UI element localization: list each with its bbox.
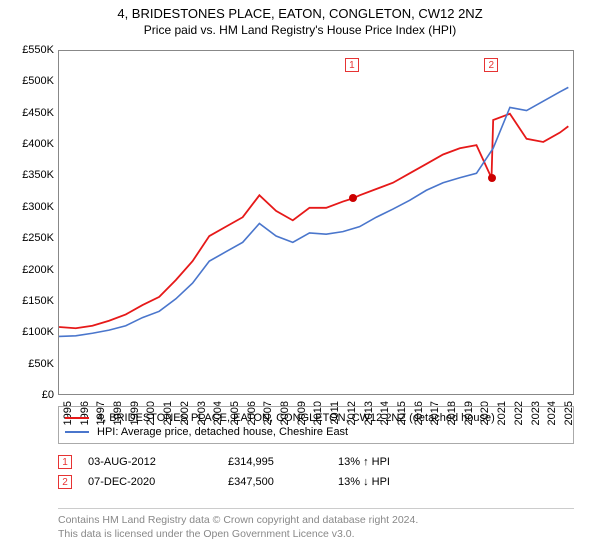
y-tick-label: £300K xyxy=(0,201,54,213)
marker-dot xyxy=(488,174,496,182)
transaction-pct: 13% ↓ HPI xyxy=(338,476,458,488)
transaction-row: 1 03-AUG-2012£314,99513% ↑ HPI xyxy=(58,452,574,472)
y-tick-label: £150K xyxy=(0,295,54,307)
legend-label: HPI: Average price, detached house, Ches… xyxy=(97,426,348,438)
y-tick-label: £200K xyxy=(0,264,54,276)
y-tick-label: £250K xyxy=(0,232,54,244)
legend-row: HPI: Average price, detached house, Ches… xyxy=(65,425,567,439)
marker-label: 1 xyxy=(345,58,359,72)
y-tick-label: £100K xyxy=(0,326,54,338)
footer-line-2: This data is licensed under the Open Gov… xyxy=(58,527,574,541)
legend-label: 4, BRIDESTONES PLACE, EATON, CONGLETON, … xyxy=(97,412,495,424)
footer: Contains HM Land Registry data © Crown c… xyxy=(58,508,574,541)
transactions-table: 1 03-AUG-2012£314,99513% ↑ HPI 2 07-DEC-202… xyxy=(58,452,574,492)
transaction-price: £347,500 xyxy=(228,476,338,488)
marker-dot xyxy=(349,194,357,202)
transaction-marker: 2 xyxy=(58,475,72,489)
legend-swatch xyxy=(65,431,89,433)
series-line xyxy=(59,87,568,336)
legend-swatch xyxy=(65,417,89,419)
transaction-pct: 13% ↑ HPI xyxy=(338,456,458,468)
chart-plot-area xyxy=(58,50,574,395)
marker-label: 2 xyxy=(484,58,498,72)
page-subtitle: Price paid vs. HM Land Registry's House … xyxy=(0,21,600,37)
y-tick-label: £50K xyxy=(0,358,54,370)
series-line xyxy=(59,114,568,329)
transaction-row: 2 07-DEC-2020£347,50013% ↓ HPI xyxy=(58,472,574,492)
y-tick-label: £500K xyxy=(0,75,54,87)
transaction-price: £314,995 xyxy=(228,456,338,468)
y-tick-label: £0 xyxy=(0,389,54,401)
footer-line-1: Contains HM Land Registry data © Crown c… xyxy=(58,513,574,527)
y-tick-label: £550K xyxy=(0,44,54,56)
legend: 4, BRIDESTONES PLACE, EATON, CONGLETON, … xyxy=(58,406,574,444)
chart-lines xyxy=(59,51,575,396)
y-tick-label: £450K xyxy=(0,107,54,119)
page-title: 4, BRIDESTONES PLACE, EATON, CONGLETON, … xyxy=(0,0,600,21)
transaction-date: 07-DEC-2020 xyxy=(88,476,228,488)
legend-row: 4, BRIDESTONES PLACE, EATON, CONGLETON, … xyxy=(65,411,567,425)
y-tick-label: £400K xyxy=(0,138,54,150)
transaction-date: 03-AUG-2012 xyxy=(88,456,228,468)
chart-container: 4, BRIDESTONES PLACE, EATON, CONGLETON, … xyxy=(0,0,600,560)
transaction-marker: 1 xyxy=(58,455,72,469)
y-tick-label: £350K xyxy=(0,169,54,181)
